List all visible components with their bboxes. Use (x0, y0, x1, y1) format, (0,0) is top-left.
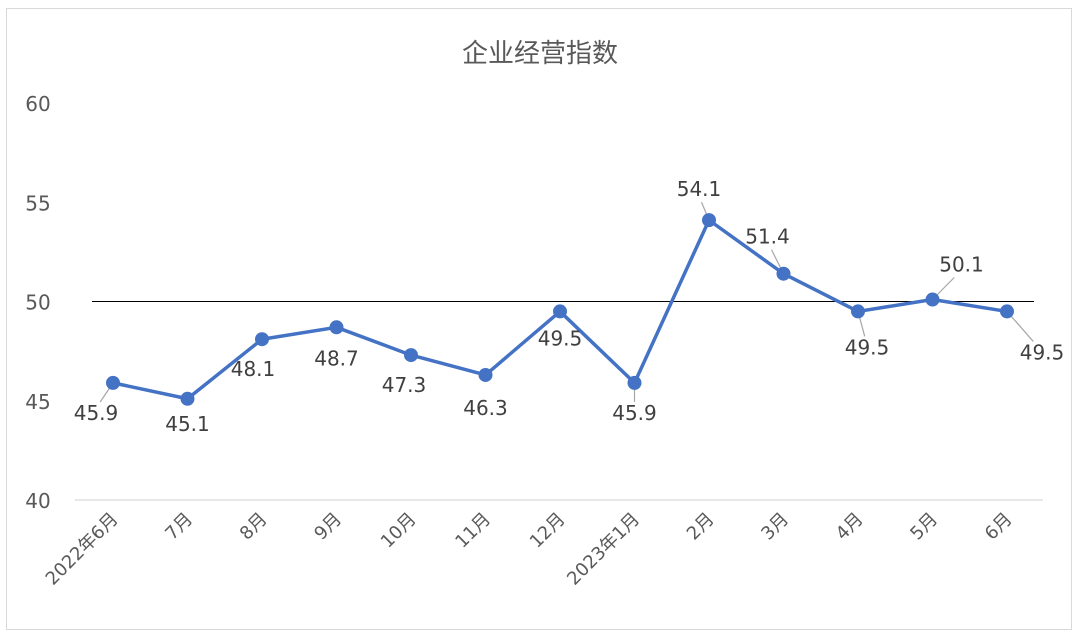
data-label: 47.3 (382, 373, 427, 397)
data-label: 48.1 (231, 357, 276, 381)
data-label: 48.7 (314, 346, 359, 370)
y-axis: 40 45 50 55 60 (25, 92, 50, 513)
y-tick-label: 45 (25, 390, 50, 414)
data-label: 54.1 (677, 177, 722, 201)
data-label: 50.1 (939, 253, 984, 277)
data-point (478, 367, 493, 382)
y-tick-label: 60 (25, 92, 50, 116)
x-tick-label: 11月 (451, 509, 495, 553)
data-point (776, 266, 791, 281)
x-tick-label: 6月 (981, 509, 1017, 545)
x-tick-label: 5月 (906, 509, 942, 545)
data-point (627, 375, 642, 390)
data-label: 45.1 (165, 412, 210, 436)
data-label: 49.5 (1020, 340, 1065, 364)
data-label: 49.5 (538, 326, 583, 350)
data-point (851, 304, 865, 319)
x-tick-label: 3月 (757, 509, 793, 545)
x-tick-label: 9月 (310, 509, 346, 545)
chart-title: 企业经营指数 (462, 39, 618, 69)
data-point (553, 304, 567, 319)
x-tick-label: 8月 (236, 509, 272, 545)
data-label: 45.9 (612, 401, 657, 425)
x-tick-label: 10月 (377, 509, 421, 553)
y-tick-label: 55 (25, 191, 50, 215)
x-tick-label: 2023年1月 (563, 509, 644, 590)
y-tick-label: 40 (25, 489, 50, 513)
data-point (1000, 304, 1014, 319)
chart-frame (6, 8, 1072, 630)
data-point (180, 391, 195, 406)
data-point (329, 320, 344, 335)
x-tick-label: 2月 (683, 509, 719, 545)
data-point (702, 213, 716, 228)
data-label: 49.5 (845, 335, 890, 359)
data-label: 45.9 (74, 401, 119, 425)
data-point (106, 375, 120, 390)
x-tick-label: 7月 (161, 509, 197, 545)
x-tick-label: 2022年6月 (42, 509, 123, 590)
data-label: 51.4 (745, 225, 790, 249)
data-point (925, 292, 940, 307)
data-labels: 45.9 45.1 48.1 48.7 47.3 46.3 49.5 45.9 54.1 51.4… (74, 177, 1065, 436)
data-point (404, 348, 418, 363)
x-tick-label: 4月 (832, 509, 868, 545)
data-points (106, 213, 1014, 406)
data-label: 46.3 (463, 396, 508, 420)
y-tick-label: 50 (25, 291, 50, 315)
x-tick-label: 12月 (526, 509, 570, 553)
data-point (255, 332, 269, 347)
